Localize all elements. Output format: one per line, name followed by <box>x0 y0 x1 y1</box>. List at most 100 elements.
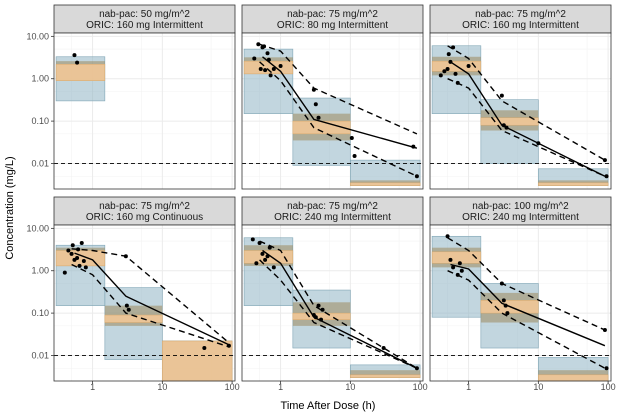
data-point <box>252 56 257 61</box>
data-point <box>602 158 607 163</box>
observed-high-line <box>259 43 418 135</box>
data-point <box>76 247 81 252</box>
data-point <box>278 63 283 68</box>
median-band <box>55 63 106 81</box>
panel-bg <box>54 33 235 189</box>
data-point <box>313 315 318 320</box>
strip-bg <box>53 196 236 226</box>
strip-bg <box>241 196 424 226</box>
x-tick-label: 10 <box>157 382 167 392</box>
strip-bg <box>241 4 424 34</box>
panel-border <box>429 32 612 190</box>
median-band <box>538 182 609 186</box>
data-point <box>503 303 508 308</box>
data-point <box>70 243 75 248</box>
median-band <box>162 340 233 382</box>
data-point <box>202 346 207 351</box>
median-band <box>350 182 421 186</box>
median-band <box>55 250 106 267</box>
data-point <box>455 80 460 85</box>
data-point <box>81 258 86 263</box>
data-point <box>466 63 471 68</box>
median-band <box>350 374 421 378</box>
strip-bg <box>53 4 236 34</box>
strip-label: ORIC: 160 mg Intermittent <box>86 20 203 31</box>
median-band <box>431 251 482 264</box>
data-point <box>83 265 88 270</box>
y-tick-label: 0.01 <box>31 158 49 168</box>
data-point <box>455 272 460 277</box>
data-point <box>414 174 419 179</box>
observed-low-line <box>259 61 418 177</box>
overlap-band <box>350 370 421 378</box>
x-tick-label: 1 <box>466 382 471 392</box>
x-tick-label: 100 <box>225 382 240 392</box>
observed-median-line <box>262 56 418 149</box>
panel-border <box>53 32 236 190</box>
observed-median-line <box>262 249 418 369</box>
data-point <box>263 68 268 73</box>
median-band <box>243 60 294 75</box>
observed-low-line <box>259 259 418 369</box>
observed-high-line <box>447 45 606 161</box>
strip-bg <box>429 196 612 226</box>
data-point <box>257 241 262 246</box>
y-tick-label: 1.00 <box>31 266 49 276</box>
strip-label: nab-pac: 75 mg/m^2 <box>287 9 378 20</box>
data-point <box>271 66 276 71</box>
data-point <box>256 42 261 47</box>
data-point <box>320 307 325 312</box>
y-tick-label: 0.10 <box>31 308 49 318</box>
x-tick-label: 10 <box>533 382 543 392</box>
x-tick-label: 100 <box>413 382 428 392</box>
data-point <box>501 123 506 128</box>
y-axis-title: Concentration (mg/L) <box>4 156 16 259</box>
data-point <box>445 66 450 71</box>
data-point <box>411 144 416 149</box>
data-point <box>505 311 510 316</box>
x-tick-label: 1 <box>278 382 283 392</box>
data-point <box>313 102 318 107</box>
strip-label: ORIC: 80 mg Intermittent <box>277 20 388 31</box>
strip-label: nab-pac: 75 mg/m^2 <box>475 9 566 20</box>
y-tick-label: 0.01 <box>31 350 49 360</box>
data-point <box>445 234 450 239</box>
strip-bg <box>429 4 612 34</box>
x-tick-label: 1 <box>90 382 95 392</box>
data-point <box>258 66 263 71</box>
data-point <box>254 261 259 266</box>
data-point <box>271 265 276 270</box>
data-point <box>499 281 504 286</box>
observed-high-line <box>71 248 230 344</box>
panel-border <box>241 32 424 190</box>
data-point <box>124 303 129 308</box>
observed-high-line <box>447 237 606 331</box>
data-point <box>266 57 271 62</box>
y-tick-label: 10.00 <box>26 223 49 233</box>
data-point <box>126 307 131 312</box>
strip-label: ORIC: 160 mg Intermittent <box>462 20 579 31</box>
y-tick-label: 0.10 <box>31 116 49 126</box>
observed-low-line <box>71 263 230 348</box>
data-point <box>123 254 128 259</box>
y-tick-label: 1.00 <box>31 74 49 84</box>
panel-border <box>429 224 612 382</box>
panel-border <box>53 224 236 382</box>
data-point <box>66 248 71 253</box>
median-band <box>538 374 609 382</box>
data-point <box>260 251 265 256</box>
median-band <box>480 117 539 126</box>
strip-label: ORIC: 240 mg Intermittent <box>274 212 391 223</box>
data-point <box>604 366 609 371</box>
data-point <box>448 59 453 64</box>
x-axis-title: Time After Dose (h) <box>281 400 376 412</box>
data-point <box>316 303 321 308</box>
data-point <box>75 255 80 260</box>
data-point <box>504 125 509 130</box>
data-point <box>438 73 443 78</box>
data-point <box>62 270 67 275</box>
data-point <box>442 69 447 74</box>
